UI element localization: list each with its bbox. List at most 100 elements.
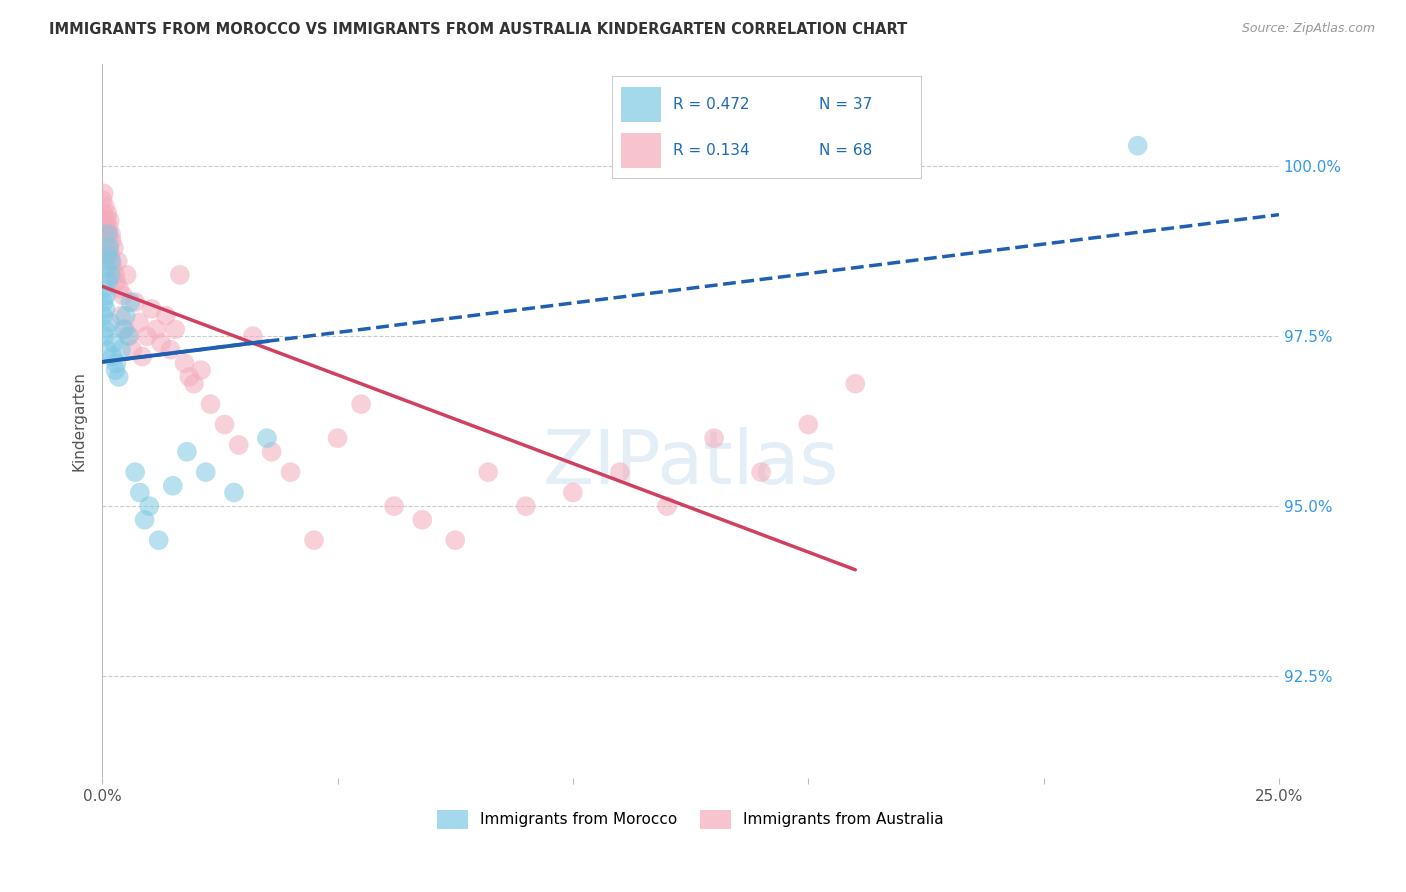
Point [96,261,118,276]
Point [655,499,678,513]
Point [128,485,150,500]
Point [561,485,583,500]
Point [100,227,122,241]
Point [96,207,118,221]
Point [93,281,115,295]
Point [176,444,198,458]
Point [183,376,205,391]
Point [162,479,184,493]
Point [141,301,163,316]
Point [97,227,120,241]
Point [477,465,499,479]
FancyBboxPatch shape [621,133,661,168]
Point [107,370,129,384]
Point [97,247,120,261]
Point [242,329,264,343]
Point [108,281,131,295]
Point [173,356,195,370]
Point [117,329,139,343]
Point [110,309,132,323]
Text: N = 68: N = 68 [818,144,872,158]
Point [111,288,134,302]
Point [101,261,124,276]
Point [150,335,173,350]
Point [134,513,156,527]
Point [91,309,114,323]
Point [411,513,433,527]
Point [91,193,114,207]
Point [121,343,143,357]
Point [214,417,236,432]
Point [114,309,136,323]
Point [91,207,114,221]
Point [105,356,128,370]
Point [256,431,278,445]
Point [124,295,146,310]
Point [98,241,121,255]
Point [115,268,138,282]
Point [94,322,117,336]
Point [194,465,217,479]
Point [128,316,150,330]
Point [120,295,142,310]
Point [101,350,124,364]
Point [94,220,117,235]
Point [104,363,127,377]
Point [107,254,129,268]
Point [350,397,373,411]
Text: R = 0.134: R = 0.134 [673,144,749,158]
Point [96,247,118,261]
Point [190,363,212,377]
Point [136,329,159,343]
Point [118,329,141,343]
Point [100,254,122,268]
Point [515,499,537,513]
Point [94,301,117,316]
Point [97,275,120,289]
Point [444,533,467,548]
Point [222,485,245,500]
Legend: Immigrants from Morocco, Immigrants from Australia: Immigrants from Morocco, Immigrants from… [432,804,950,835]
Y-axis label: Kindergarten: Kindergarten [72,371,86,471]
Point [94,234,117,248]
Point [138,499,160,513]
Point [93,227,115,241]
Point [155,309,177,323]
Point [1126,138,1149,153]
Text: R = 0.472: R = 0.472 [673,97,749,112]
Text: IMMIGRANTS FROM MOROCCO VS IMMIGRANTS FROM AUSTRALIA KINDERGARTEN CORRELATION CH: IMMIGRANTS FROM MOROCCO VS IMMIGRANTS FR… [49,22,907,37]
Point [97,227,120,241]
Text: Source: ZipAtlas.com: Source: ZipAtlas.com [1241,22,1375,36]
Point [98,241,121,255]
Point [103,335,125,350]
Point [94,288,117,302]
Point [93,295,115,310]
Point [93,186,115,201]
Point [96,213,118,227]
Point [112,322,135,336]
Text: N = 37: N = 37 [818,97,872,112]
Point [302,533,325,548]
Point [105,275,128,289]
Point [200,397,222,411]
Point [114,322,136,336]
Point [98,316,121,330]
Point [165,322,187,336]
Point [169,268,191,282]
Point [100,268,122,282]
Point [97,220,120,235]
Point [749,465,772,479]
Point [98,213,121,227]
Point [844,376,866,391]
Point [93,329,115,343]
Point [110,343,132,357]
Point [260,444,283,458]
Point [93,213,115,227]
Point [100,254,122,268]
Point [159,343,181,357]
Point [382,499,405,513]
Point [228,438,250,452]
Point [124,465,146,479]
Point [703,431,725,445]
Point [280,465,302,479]
